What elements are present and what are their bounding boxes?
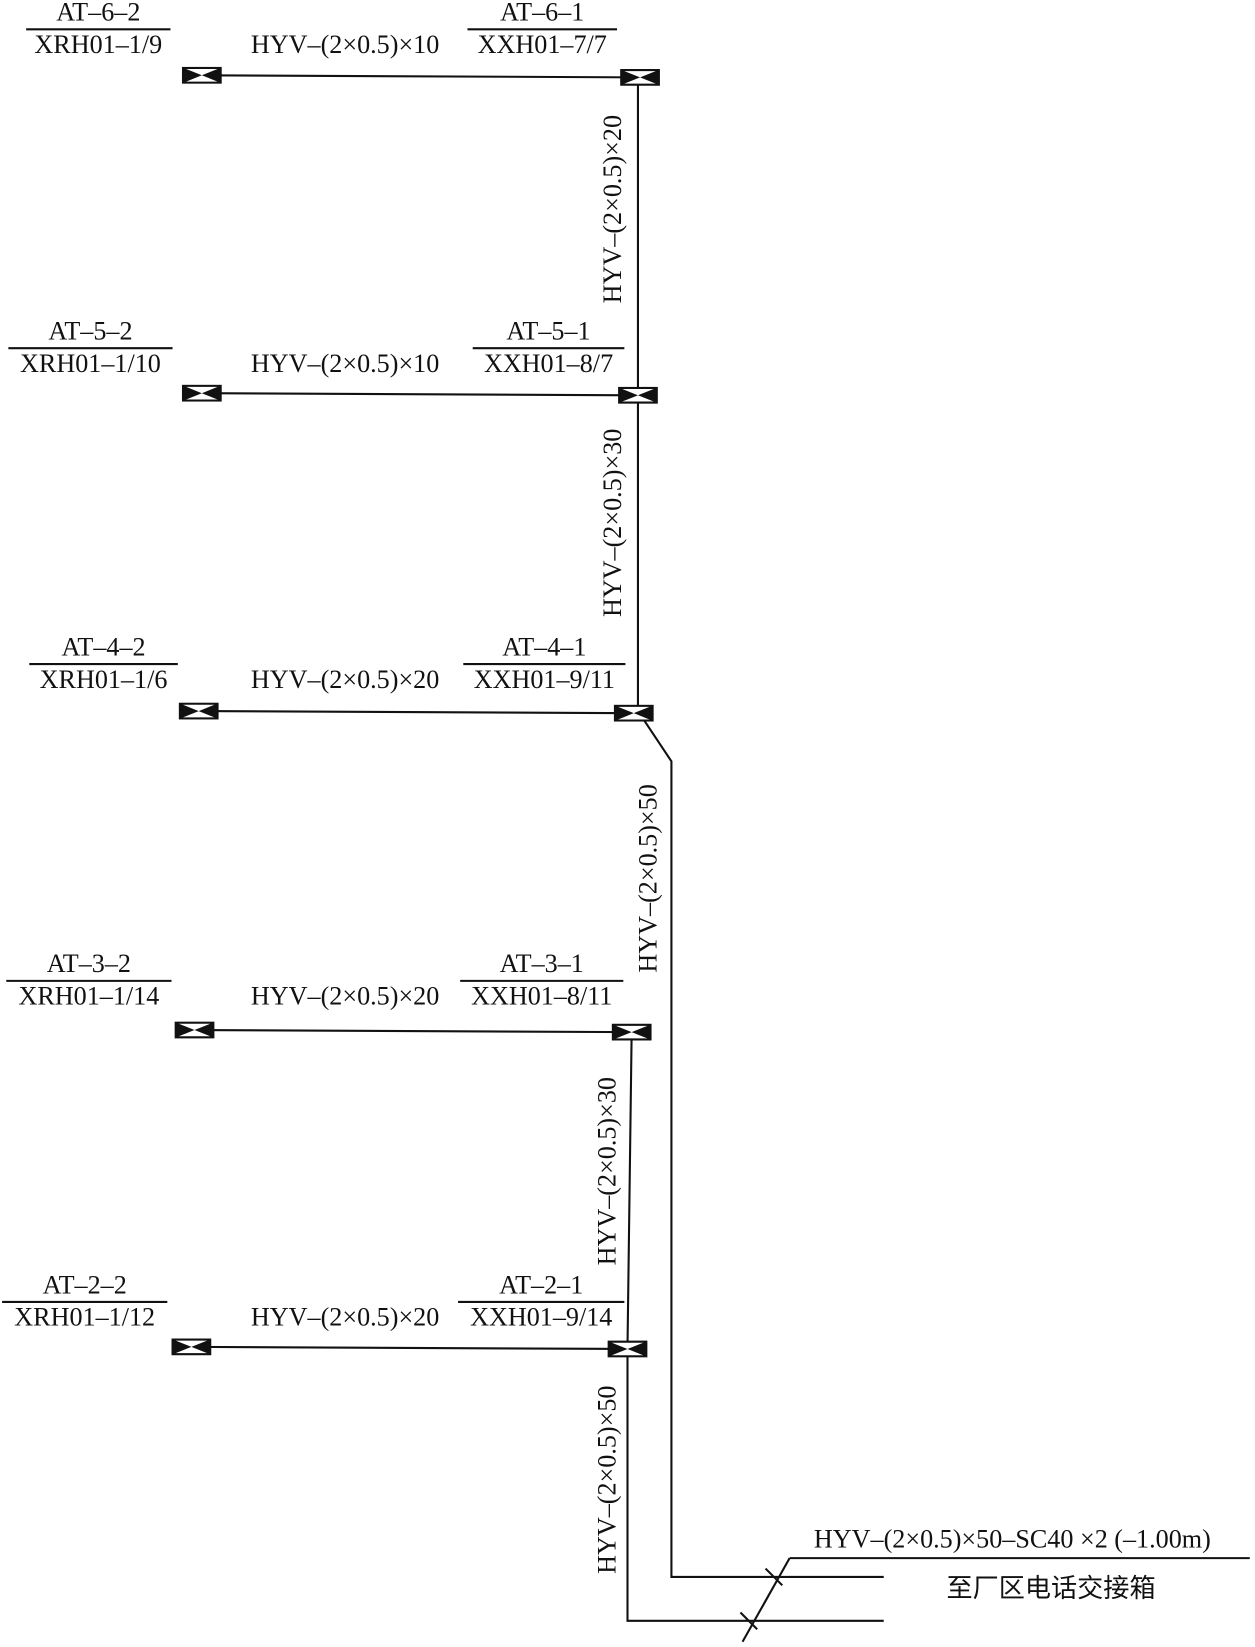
left-terminal-name: AT–5–2: [48, 317, 132, 346]
left-terminal-name: AT–3–2: [47, 949, 131, 978]
outgoing-leader: [741, 1557, 791, 1643]
terminal-box-mark: [611, 1342, 644, 1356]
terminal-box-mark: [618, 706, 650, 720]
left-terminal-code: XRH01–1/12: [14, 1303, 155, 1332]
terminal-box-mark: [622, 389, 654, 402]
terminal-box-mark: [175, 1340, 208, 1354]
riser-label: HYV–(2×0.5)×20: [598, 115, 627, 303]
cable-label: HYV–(2×0.5)×20: [251, 982, 439, 1011]
destination-label: 至厂区电话交接箱: [947, 1574, 1156, 1604]
terminal-box-mark: [624, 71, 656, 84]
riser-label: HYV–(2×0.5)×30: [593, 1077, 622, 1265]
trunk-lower: [626, 1030, 884, 1622]
left-terminal-name: AT–2–2: [43, 1270, 127, 1299]
left-terminal-code: XRH01–1/14: [18, 982, 159, 1011]
right-terminal-code: XXH01–9/14: [470, 1303, 612, 1332]
cable-label: HYV–(2×0.5)×20: [251, 1303, 439, 1332]
tick: [764, 1567, 784, 1587]
right-terminal-code: XXH01–7/7: [478, 30, 607, 59]
right-terminal-name: AT–2–1: [499, 1270, 583, 1299]
right-terminal-code: XXH01–9/11: [474, 665, 615, 694]
left-terminal-name: AT–4–2: [61, 632, 145, 661]
cable: [201, 74, 641, 79]
riser-label: HYV–(2×0.5)×30: [598, 429, 627, 617]
right-terminal-name: AT–4–1: [502, 632, 586, 661]
cable: [201, 392, 638, 397]
trunk-upper: [636, 75, 884, 1578]
terminal-box-mark: [183, 704, 215, 718]
cable-label: HYV–(2×0.5)×10: [251, 30, 439, 59]
left-terminal-code: XRH01–1/6: [40, 665, 168, 694]
terminal-box-mark: [178, 1023, 211, 1037]
left-terminal-code: XRH01–1/10: [20, 349, 161, 378]
right-terminal-name: AT–3–1: [500, 949, 584, 978]
terminal-box-mark: [186, 69, 218, 82]
cable: [194, 1028, 632, 1034]
riser-label: HYV–(2×0.5)×50: [634, 784, 663, 972]
cable: [191, 1345, 628, 1351]
left-terminal-code: XRH01–1/9: [34, 30, 162, 59]
terminal-box-mark: [186, 386, 218, 400]
cable-label: HYV–(2×0.5)×10: [251, 349, 439, 378]
right-terminal-code: XXH01–8/7: [484, 349, 613, 378]
right-terminal-name: AT–6–1: [500, 0, 584, 27]
cable-label: HYV–(2×0.5)×20: [251, 665, 439, 694]
riser-label: HYV–(2×0.5)×50: [593, 1386, 622, 1574]
left-terminal-name: AT–6–2: [56, 0, 140, 27]
cable: [198, 710, 634, 715]
tick: [739, 1611, 758, 1630]
outgoing-cable-label: HYV–(2×0.5)×50–SC40 ×2 (–1.00m): [814, 1524, 1211, 1553]
right-terminal-name: AT–5–1: [506, 317, 590, 346]
right-terminal-code: XXH01–8/11: [471, 982, 612, 1011]
